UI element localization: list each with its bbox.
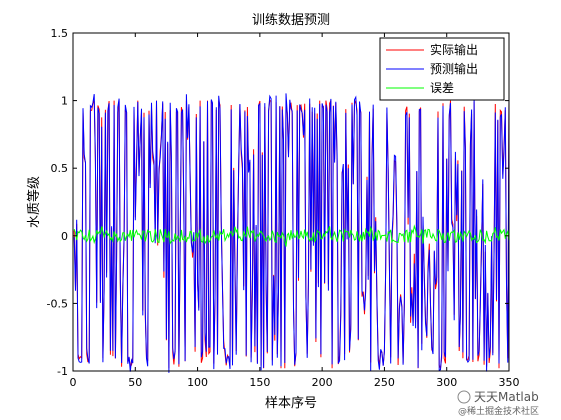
series-line-error [73, 224, 510, 247]
y-tick-label: 0 [61, 230, 68, 243]
legend-label-error: 误差 [430, 81, 454, 95]
chart-title: 训练数据预测 [252, 13, 330, 28]
y-tick-label: 0.5 [51, 162, 69, 175]
watermark-sub: @稀土掘金技术社区 [458, 405, 539, 417]
legend-label-actual: 实际输出 [430, 42, 478, 57]
y-tick-label: -0.5 [47, 297, 68, 310]
watermark-logo-icon [457, 390, 471, 404]
x-tick-label: 350 [499, 376, 520, 389]
y-axis-label: 水质等级 [26, 176, 42, 228]
x-tick-label: 50 [128, 376, 142, 389]
y-tick-label: -1 [57, 365, 68, 378]
x-tick-label: 150 [249, 376, 270, 389]
axes-box [72, 32, 510, 372]
legend-label-predicted: 预测输出 [430, 61, 478, 76]
series-layer [73, 93, 510, 373]
y-tick-label: 1.5 [51, 27, 69, 40]
x-tick-label: 0 [70, 376, 77, 389]
y-tick-label: 1 [61, 95, 68, 108]
legend: 实际输出 预测输出 误差 [379, 37, 505, 101]
x-tick-label: 250 [374, 376, 395, 389]
y-axis: -1 -0.5 0 0.5 1 1.5 [47, 27, 509, 378]
x-tick-label: 200 [312, 376, 333, 389]
watermark: 天天Matlab @稀土掘金技术社区 [457, 390, 539, 417]
watermark-main: 天天Matlab [474, 390, 539, 404]
x-tick-label: 300 [436, 376, 457, 389]
series-line-predicted [73, 93, 510, 373]
x-axis: 0 50 100 150 200 250 300 350 [70, 33, 520, 389]
x-axis-label: 样本序号 [265, 396, 317, 411]
x-tick-label: 100 [187, 376, 208, 389]
